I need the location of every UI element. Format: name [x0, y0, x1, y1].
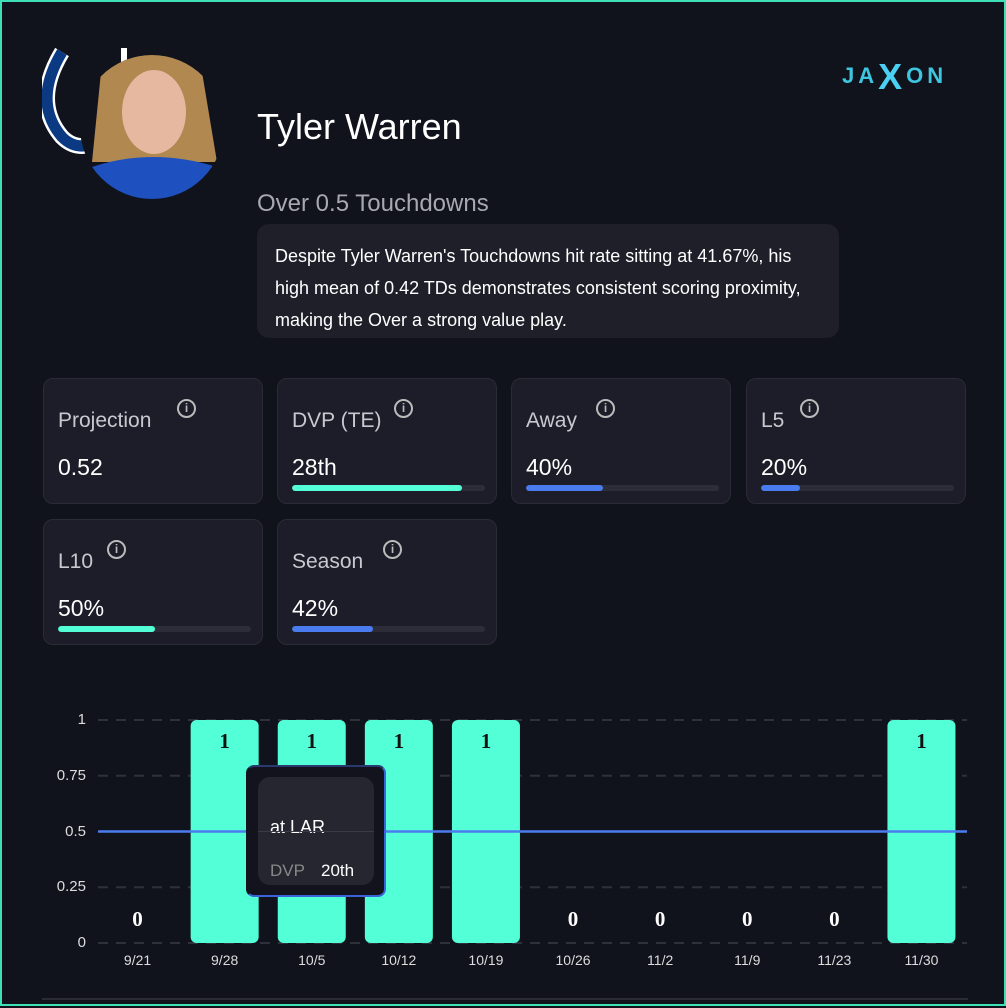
bar-value-label: 1: [916, 729, 927, 753]
logo-text-left: JA: [842, 63, 879, 88]
chart-tooltip: at LAR DVP 20th: [246, 765, 386, 897]
bar-value-label: 0: [742, 907, 753, 931]
bar-value-label: 1: [219, 729, 230, 753]
player-name: Tyler Warren: [257, 106, 462, 147]
stat-card-away: Away i 40%: [511, 378, 731, 504]
bar-value-label: 0: [132, 907, 143, 931]
player-avatar: [39, 42, 224, 202]
stat-value: 40%: [526, 454, 573, 480]
stat-label: Season: [292, 550, 364, 573]
info-icon[interactable]: i: [383, 540, 402, 559]
bar-value-label: 0: [654, 907, 666, 931]
bar-value-label: 0: [829, 907, 840, 931]
y-tick-label: 0.5: [65, 822, 86, 840]
x-tick-label: 9/28: [211, 952, 239, 968]
x-tick-label: 11/30: [904, 952, 939, 968]
logo-text-right: ON: [906, 63, 948, 88]
tooltip-divider: [258, 831, 374, 832]
info-icon[interactable]: i: [394, 399, 413, 418]
stat-label: Projection: [58, 409, 152, 432]
info-icon[interactable]: i: [596, 399, 615, 418]
info-icon[interactable]: i: [177, 399, 196, 418]
stat-value: 0.52: [58, 454, 103, 480]
stat-label: L5: [761, 409, 785, 432]
stat-card-l10: L10 i 50%: [43, 519, 263, 645]
x-tick-label: 9/21: [123, 952, 152, 968]
x-tick-label: 10/12: [381, 952, 417, 968]
stat-label: L10: [58, 550, 94, 573]
x-tick-label: 11/2: [647, 952, 674, 968]
progress-fill: [761, 485, 800, 491]
stat-value: 28th: [292, 454, 337, 480]
tooltip-dvp-value: 20th: [321, 861, 355, 880]
stat-value: 20%: [761, 454, 808, 480]
bar-value-label: 1: [393, 729, 405, 753]
x-tick-label: 10/26: [555, 952, 591, 968]
tooltip-opponent: at LAR: [270, 817, 326, 837]
y-tick-label: 0.75: [56, 766, 86, 784]
stat-label: Away: [526, 409, 577, 432]
stat-value: 50%: [58, 595, 105, 621]
y-tick-label: 0.25: [56, 878, 86, 896]
info-icon[interactable]: i: [800, 399, 819, 418]
progress-bar: [761, 485, 954, 491]
stat-card-season: Season i 42%: [277, 519, 497, 645]
stat-label: DVP (TE): [292, 409, 382, 432]
stat-card-l5: L5 i 20%: [746, 378, 966, 504]
progress-fill: [292, 485, 462, 491]
x-tick-label: 10/19: [468, 952, 504, 968]
stat-value: 42%: [292, 595, 339, 621]
y-tick-label: 0: [77, 934, 86, 951]
bar-value-label: 1: [480, 729, 492, 753]
logo-x: X: [878, 56, 907, 97]
bar-value-label: 1: [306, 729, 318, 753]
x-tick-label: 11/9: [734, 952, 761, 968]
progress-fill: [292, 626, 374, 632]
prop-line: Over 0.5 Touchdowns: [257, 190, 489, 217]
analysis-text: Despite Tyler Warren's Touchdowns hit ra…: [257, 224, 839, 338]
progress-bar: [58, 626, 251, 632]
x-tick-label: 11/23: [817, 952, 852, 968]
info-icon[interactable]: i: [107, 540, 126, 559]
stat-card-dvp-te: DVP (TE) i 28th: [277, 378, 497, 504]
jaxon-logo: JAXON: [842, 50, 948, 97]
progress-fill: [526, 485, 604, 491]
tooltip-dvp-label: DVP: [270, 861, 305, 880]
progress-fill: [58, 626, 155, 632]
y-tick-label: 1: [77, 711, 86, 728]
progress-bar: [292, 485, 485, 491]
progress-bar: [526, 485, 719, 491]
stat-card-projection: Projection i 0.52: [43, 378, 263, 504]
bar-value-label: 0: [567, 907, 579, 931]
progress-bar: [292, 626, 485, 632]
x-tick-label: 10/5: [298, 952, 326, 968]
